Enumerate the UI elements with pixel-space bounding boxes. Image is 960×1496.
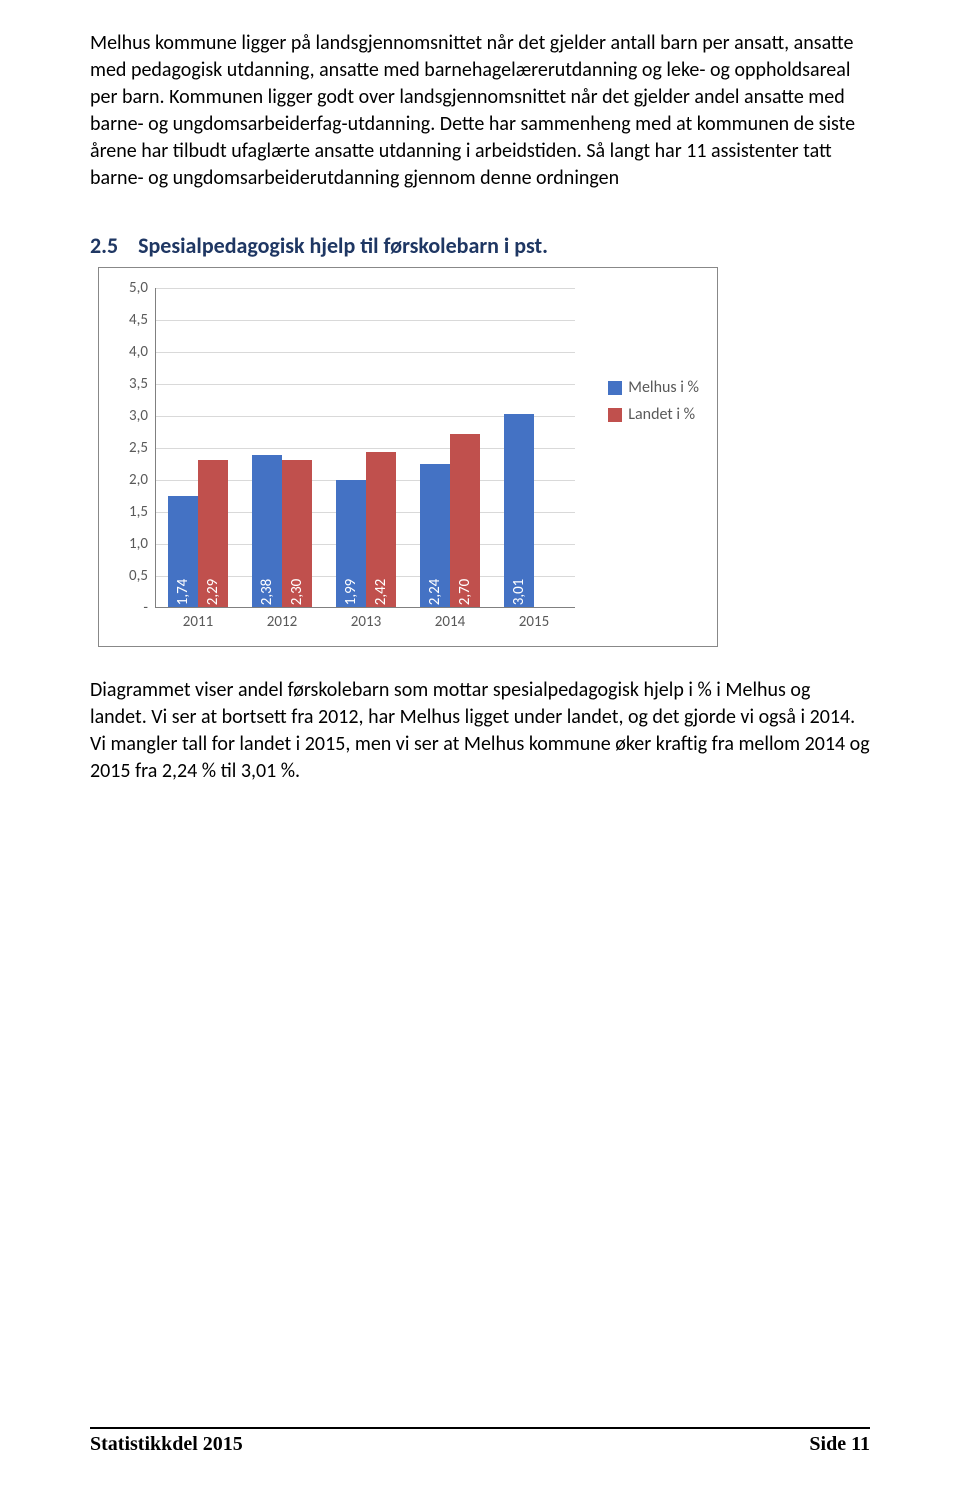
footer-right: Side 11: [809, 1433, 870, 1456]
spesialpedagogisk-chart: - 0,5 1,0 1,5 2,0 2,5 3,0 3,5 4,0 4,5 5,0 1,74 2,29 2…: [98, 267, 718, 647]
chart-legend-label: Landet i %: [628, 405, 695, 424]
chart-bar: 3,01: [504, 414, 534, 607]
chart-legend-item: Melhus i %: [608, 378, 699, 397]
chart-bar: 2,29: [198, 460, 228, 607]
chart-ytick-label: 3,5: [129, 375, 148, 393]
chart-bar: 1,74: [168, 496, 198, 607]
chart-legend-swatch: [608, 381, 622, 395]
chart-ytick-label: 1,0: [129, 535, 148, 553]
chart-xtick-label: 2011: [156, 613, 240, 631]
page-footer: Statistikkdel 2015 Side 11: [90, 1427, 870, 1456]
footer-left: Statistikkdel 2015: [90, 1433, 243, 1456]
chart-ytick-label: -: [143, 599, 148, 617]
chart-bar: 2,30: [282, 460, 312, 607]
chart-ytick-label: 5,0: [129, 279, 148, 297]
chart-legend-item: Landet i %: [608, 405, 699, 424]
chart-bar-value-label: 2,70: [456, 579, 474, 606]
chart-xtick-label: 2013: [324, 613, 408, 631]
chart-plot-area: -0,51,01,52,02,53,03,54,04,55,01,742,292…: [155, 288, 575, 608]
chart-ytick-label: 1,5: [129, 503, 148, 521]
chart-bar: 2,70: [450, 434, 480, 607]
chart-bar: 2,24: [420, 464, 450, 607]
chart-bar: 2,38: [252, 455, 282, 607]
chart-bar: 2,42: [366, 452, 396, 607]
chart-ytick-label: 4,0: [129, 343, 148, 361]
chart-legend: Melhus i % Landet i %: [608, 378, 699, 432]
chart-category-group: 1,742,292011: [156, 288, 240, 607]
chart-legend-swatch: [608, 408, 622, 422]
chart-bar-value-label: 2,29: [204, 579, 222, 606]
section-number: 2.5: [90, 232, 118, 259]
chart-category-group: 2,382,302012: [240, 288, 324, 607]
page: Melhus kommune ligger på landsgjennomsni…: [0, 0, 960, 1496]
chart-bar-value-label: 2,38: [258, 579, 276, 606]
paragraph-intro: Melhus kommune ligger på landsgjennomsni…: [90, 30, 870, 192]
chart-bar: 1,99: [336, 480, 366, 607]
chart-xtick-label: 2015: [492, 613, 576, 631]
chart-bar-value-label: 1,74: [174, 579, 192, 606]
chart-ytick-label: 2,0: [129, 471, 148, 489]
paragraph-analysis: Diagrammet viser andel førskolebarn som …: [90, 677, 870, 785]
chart-bar-value-label: 2,30: [288, 579, 306, 606]
chart-legend-label: Melhus i %: [628, 378, 699, 397]
chart-ytick-label: 0,5: [129, 567, 148, 585]
chart-bar-value-label: 3,01: [510, 579, 528, 606]
section-title: Spesialpedagogisk hjelp til førskolebarn…: [138, 232, 548, 259]
chart-category-group: 1,992,422013: [324, 288, 408, 607]
chart-category-group: 2,242,702014: [408, 288, 492, 607]
chart-ytick-label: 2,5: [129, 439, 148, 457]
chart-bar-value-label: 2,42: [372, 579, 390, 606]
chart-ytick-label: 4,5: [129, 311, 148, 329]
chart-bar-value-label: 2,24: [426, 579, 444, 606]
section-heading: 2.5 Spesialpedagogisk hjelp til førskole…: [90, 232, 870, 259]
chart-category-group: 3,012015: [492, 288, 576, 607]
chart-ytick-label: 3,0: [129, 407, 148, 425]
chart-bar-value-label: 1,99: [342, 579, 360, 606]
chart-xtick-label: 2012: [240, 613, 324, 631]
chart-xtick-label: 2014: [408, 613, 492, 631]
